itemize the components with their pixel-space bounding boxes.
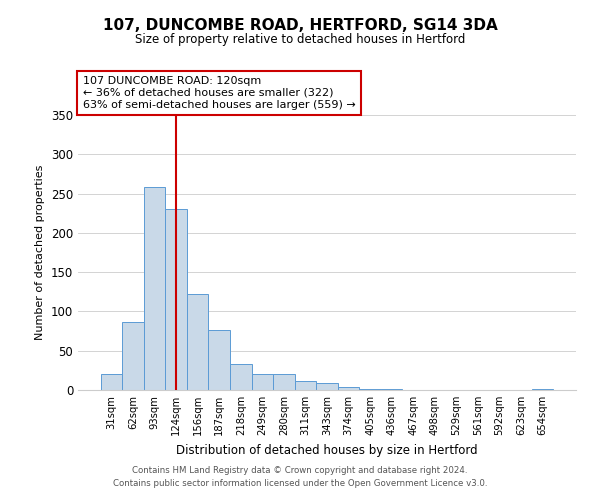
Text: Contains HM Land Registry data © Crown copyright and database right 2024.
Contai: Contains HM Land Registry data © Crown c… <box>113 466 487 487</box>
Text: 107, DUNCOMBE ROAD, HERTFORD, SG14 3DA: 107, DUNCOMBE ROAD, HERTFORD, SG14 3DA <box>103 18 497 32</box>
Bar <box>532 389 553 390</box>
Bar <box>144 188 166 390</box>
Bar <box>122 322 144 390</box>
Bar <box>359 389 381 390</box>
Bar <box>187 294 208 390</box>
Text: 107 DUNCOMBE ROAD: 120sqm
← 36% of detached houses are smaller (322)
63% of semi: 107 DUNCOMBE ROAD: 120sqm ← 36% of detac… <box>83 76 356 110</box>
X-axis label: Distribution of detached houses by size in Hertford: Distribution of detached houses by size … <box>176 444 478 456</box>
Bar <box>295 382 316 390</box>
Bar <box>338 387 359 390</box>
Bar <box>166 210 187 390</box>
Bar <box>101 374 122 390</box>
Bar <box>273 374 295 390</box>
Text: Size of property relative to detached houses in Hertford: Size of property relative to detached ho… <box>135 32 465 46</box>
Bar <box>316 383 338 390</box>
Bar <box>381 389 403 390</box>
Bar <box>208 330 230 390</box>
Bar <box>251 374 273 390</box>
Bar <box>230 364 251 390</box>
Y-axis label: Number of detached properties: Number of detached properties <box>35 165 46 340</box>
